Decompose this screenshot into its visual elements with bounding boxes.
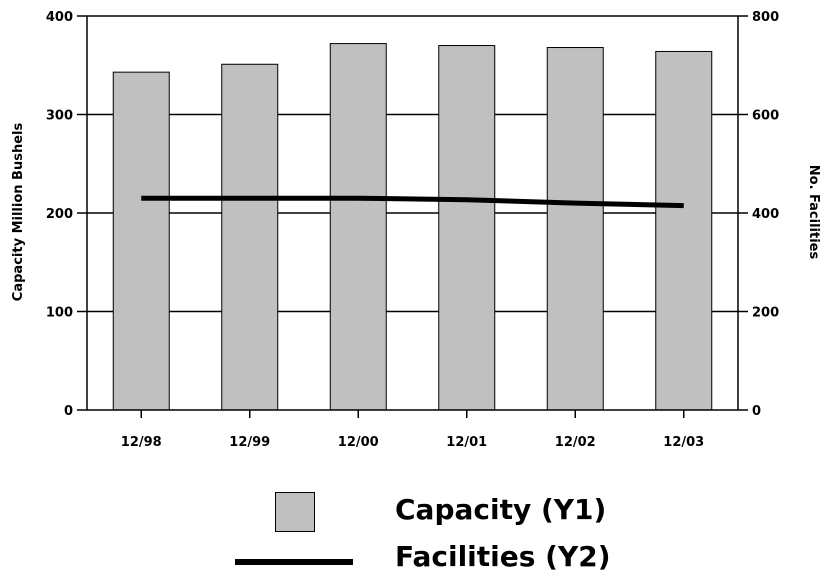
y2-tick-label-1: 200 (752, 306, 779, 321)
y2-tick-labels: 0 200 400 600 800 (738, 10, 779, 419)
x-tick-label-2: 12/00 (338, 435, 379, 450)
facilities-polyline (141, 195, 684, 209)
x-tick-label-3: 12/01 (446, 435, 487, 450)
legend-capacity-swatch (275, 492, 315, 532)
legend-capacity-label: Capacity (Y1) (395, 493, 607, 526)
y1-tick-labels: 0 100 200 300 400 (46, 10, 87, 419)
capacity-bar-12-00 (329, 43, 387, 411)
y1-axis-title: Capacity Million Bushels (11, 123, 26, 302)
y2-tick-label-2: 400 (752, 207, 779, 222)
capacity-bars (112, 43, 713, 411)
y1-tick-label-2: 200 (46, 207, 73, 222)
x-tick-label-1: 12/99 (229, 435, 270, 450)
legend: Capacity (Y1) Facilities (Y2) (0, 485, 825, 579)
x-tick-label-0: 12/98 (121, 435, 162, 450)
facilities-line (141, 195, 684, 209)
gridlines (87, 15, 738, 313)
capacity-bar-12-99 (221, 63, 279, 411)
capacity-bar-12-98 (112, 71, 170, 411)
y2-tick-label-3: 600 (752, 109, 779, 124)
y1-tick-label-3: 300 (46, 109, 73, 124)
capacity-bar-12-02 (546, 47, 604, 411)
legend-facilities-swatch (235, 559, 353, 565)
y2-tick-label-0: 0 (752, 404, 761, 419)
capacity-bar-12-03 (655, 50, 713, 411)
x-tick-label-4: 12/02 (555, 435, 596, 450)
legend-facilities-label: Facilities (Y2) (395, 540, 611, 573)
y2-tick-label-4: 800 (752, 10, 779, 25)
y1-tick-label-4: 400 (46, 10, 73, 25)
x-tick-labels: 12/98 12/99 12/00 12/01 12/02 12/03 (121, 410, 704, 450)
y2-axis-title: No. Facilities (806, 165, 821, 260)
x-tick-label-5: 12/03 (663, 435, 704, 450)
capacity-bar-12-01 (438, 45, 496, 411)
y1-tick-label-1: 100 (46, 306, 73, 321)
y1-tick-label-0: 0 (64, 404, 73, 419)
